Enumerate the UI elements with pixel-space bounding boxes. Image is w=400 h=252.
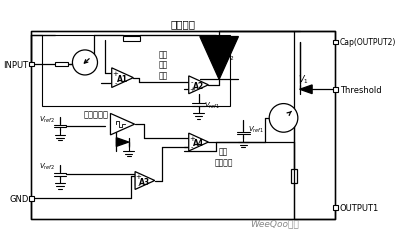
Bar [42, 36, 230, 107]
Text: A1: A1 [117, 75, 128, 84]
Text: 预稳压级: 预稳压级 [171, 19, 196, 29]
Polygon shape [135, 172, 155, 190]
Bar [333, 41, 338, 45]
Text: A2: A2 [193, 82, 204, 91]
Circle shape [269, 104, 298, 133]
Text: GND: GND [9, 194, 29, 203]
Text: 输出
电流限制: 输出 电流限制 [214, 147, 233, 166]
Text: -: - [191, 78, 194, 84]
Bar [29, 196, 34, 201]
Text: Threshold: Threshold [340, 85, 382, 94]
Polygon shape [189, 77, 208, 94]
Text: 热保护检测: 热保护检测 [83, 109, 108, 118]
Bar [333, 88, 338, 92]
Circle shape [72, 51, 98, 76]
Text: -: - [191, 143, 194, 149]
Bar [122, 37, 140, 42]
Text: $V_2$: $V_2$ [224, 51, 234, 63]
Text: A3: A3 [139, 177, 150, 186]
Polygon shape [110, 114, 135, 135]
Bar [291, 169, 297, 183]
Bar [333, 205, 338, 210]
Text: $V_{ref2}$: $V_{ref2}$ [39, 114, 56, 124]
Polygon shape [189, 134, 208, 151]
Bar [29, 63, 34, 67]
Text: +: + [189, 86, 195, 92]
Bar [56, 63, 68, 67]
Polygon shape [116, 138, 129, 147]
Text: A4: A4 [193, 139, 204, 148]
Text: $V_{ref2}$: $V_{ref2}$ [39, 162, 56, 172]
Text: WeeQoo维库: WeeQoo维库 [250, 218, 299, 227]
Text: Cap(OUTPUT2): Cap(OUTPUT2) [340, 38, 396, 47]
Text: +: + [189, 136, 195, 141]
Text: OUTPUT1: OUTPUT1 [340, 203, 379, 212]
Text: INPUT: INPUT [4, 60, 29, 70]
Text: 输入
电流
限制: 输入 电流 限制 [158, 50, 168, 80]
Text: +: + [136, 174, 142, 180]
Polygon shape [300, 86, 312, 94]
Polygon shape [200, 37, 238, 80]
Text: +: + [112, 71, 118, 77]
Text: $V_{ref1}$: $V_{ref1}$ [248, 124, 264, 134]
Text: $V_1$: $V_1$ [298, 73, 309, 85]
Polygon shape [112, 69, 133, 88]
Text: $V_{ref1}$: $V_{ref1}$ [204, 100, 220, 110]
Text: -: - [137, 182, 140, 188]
Text: -: - [114, 80, 117, 86]
Bar [31, 32, 336, 219]
